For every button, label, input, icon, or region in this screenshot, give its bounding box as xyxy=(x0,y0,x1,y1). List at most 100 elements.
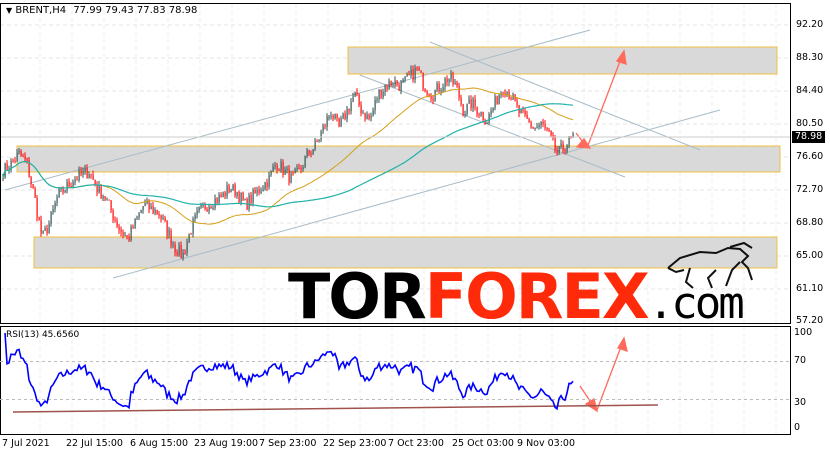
descending-channel-lower[interactable] xyxy=(359,74,626,178)
candle-body xyxy=(430,96,432,99)
candle-body xyxy=(142,206,144,211)
candle-body xyxy=(328,116,330,118)
candle-body xyxy=(202,204,204,206)
candle-body xyxy=(382,91,384,98)
moving-average-slow xyxy=(2,103,574,208)
candle-body xyxy=(348,108,350,112)
candle-body xyxy=(526,114,528,119)
channel-lower-line[interactable] xyxy=(112,109,721,279)
candle-body xyxy=(398,84,400,91)
rsi-support-trendline[interactable] xyxy=(12,404,659,413)
candle-body xyxy=(520,109,522,114)
candle-body xyxy=(506,91,508,96)
triangle-down-icon[interactable]: ▼ xyxy=(6,6,13,15)
candle-body xyxy=(560,143,562,147)
channel-upper-line[interactable] xyxy=(4,29,591,191)
candle-body xyxy=(148,200,150,210)
candle-body xyxy=(150,206,152,210)
candle-body xyxy=(458,86,460,98)
candle-body xyxy=(492,107,494,111)
symbol-label: BRENT,H4 xyxy=(15,5,67,16)
candle-body xyxy=(192,218,194,234)
descending-channel-upper[interactable] xyxy=(429,41,701,151)
candle-body xyxy=(400,82,402,91)
lower-support-zone[interactable] xyxy=(33,236,778,269)
rsi-line xyxy=(4,332,574,411)
candle-body xyxy=(78,170,80,181)
candle-body xyxy=(140,210,142,213)
trend-channel[interactable] xyxy=(4,29,721,279)
candle-body xyxy=(388,81,390,90)
candle-body xyxy=(456,82,458,87)
candle-body xyxy=(384,86,386,92)
candle-body xyxy=(138,212,140,218)
candle-body xyxy=(132,226,134,229)
candle-body xyxy=(418,68,420,71)
candle-body xyxy=(288,168,290,183)
candle-body xyxy=(92,174,94,180)
candle-body xyxy=(350,101,352,112)
candle-body xyxy=(128,236,130,241)
candle-body xyxy=(334,113,336,119)
time-tick: 23 Aug 19:00 xyxy=(194,438,259,449)
candle-body xyxy=(250,195,252,203)
bull-logo-icon xyxy=(667,241,753,289)
candle-body xyxy=(396,80,398,85)
candle-body xyxy=(544,124,546,128)
price-tick: 61.10 xyxy=(796,283,824,294)
candle-body xyxy=(206,209,208,212)
candle-body xyxy=(314,140,316,150)
candle-body xyxy=(316,140,318,142)
forecast-arrows[interactable] xyxy=(575,49,628,413)
candle-body xyxy=(106,199,108,201)
candle-body xyxy=(380,89,382,98)
candle-body xyxy=(338,118,340,127)
price-tick: 88.30 xyxy=(796,52,824,63)
candle-body xyxy=(10,160,12,170)
rsi-forecast-up-arrow[interactable] xyxy=(596,343,623,411)
candle-body xyxy=(436,83,438,91)
candle-body xyxy=(438,83,440,92)
candle-body xyxy=(178,245,180,256)
forecast-up-arrow[interactable] xyxy=(586,55,623,149)
candle-body xyxy=(40,219,42,234)
resistance-zone[interactable] xyxy=(347,46,778,75)
candle-body xyxy=(274,165,276,167)
candle-body xyxy=(428,94,430,97)
candle-body xyxy=(94,179,96,186)
candle-body xyxy=(370,115,372,119)
candle-body xyxy=(184,252,186,254)
candle-body xyxy=(12,160,14,162)
candle-body xyxy=(212,207,214,209)
candle-body xyxy=(240,192,242,202)
candle-body xyxy=(36,197,38,218)
candle-body xyxy=(410,69,412,76)
candle-body xyxy=(402,79,404,83)
candle-body xyxy=(232,184,234,191)
candle-body xyxy=(136,217,138,219)
candle-body xyxy=(32,184,34,189)
candle-body xyxy=(102,196,104,199)
candle-body xyxy=(386,86,388,90)
candle-body xyxy=(460,97,462,104)
candle-body xyxy=(104,196,106,200)
candle-body xyxy=(234,184,236,197)
candle-body xyxy=(194,215,196,219)
arrowhead-icon xyxy=(575,137,592,149)
candle-body xyxy=(536,126,538,129)
support-zone[interactable] xyxy=(16,145,781,173)
candle-body xyxy=(534,128,536,130)
candle-body xyxy=(558,146,560,154)
candle-body xyxy=(372,110,374,116)
candle-body xyxy=(46,228,48,234)
candle-body xyxy=(482,112,484,121)
candle-body xyxy=(164,217,166,221)
candle-body xyxy=(16,152,18,162)
candle-body xyxy=(74,179,76,183)
candle-body xyxy=(360,104,362,114)
candle-body xyxy=(480,112,482,116)
candle-body xyxy=(272,166,274,172)
candle-body xyxy=(522,109,524,111)
